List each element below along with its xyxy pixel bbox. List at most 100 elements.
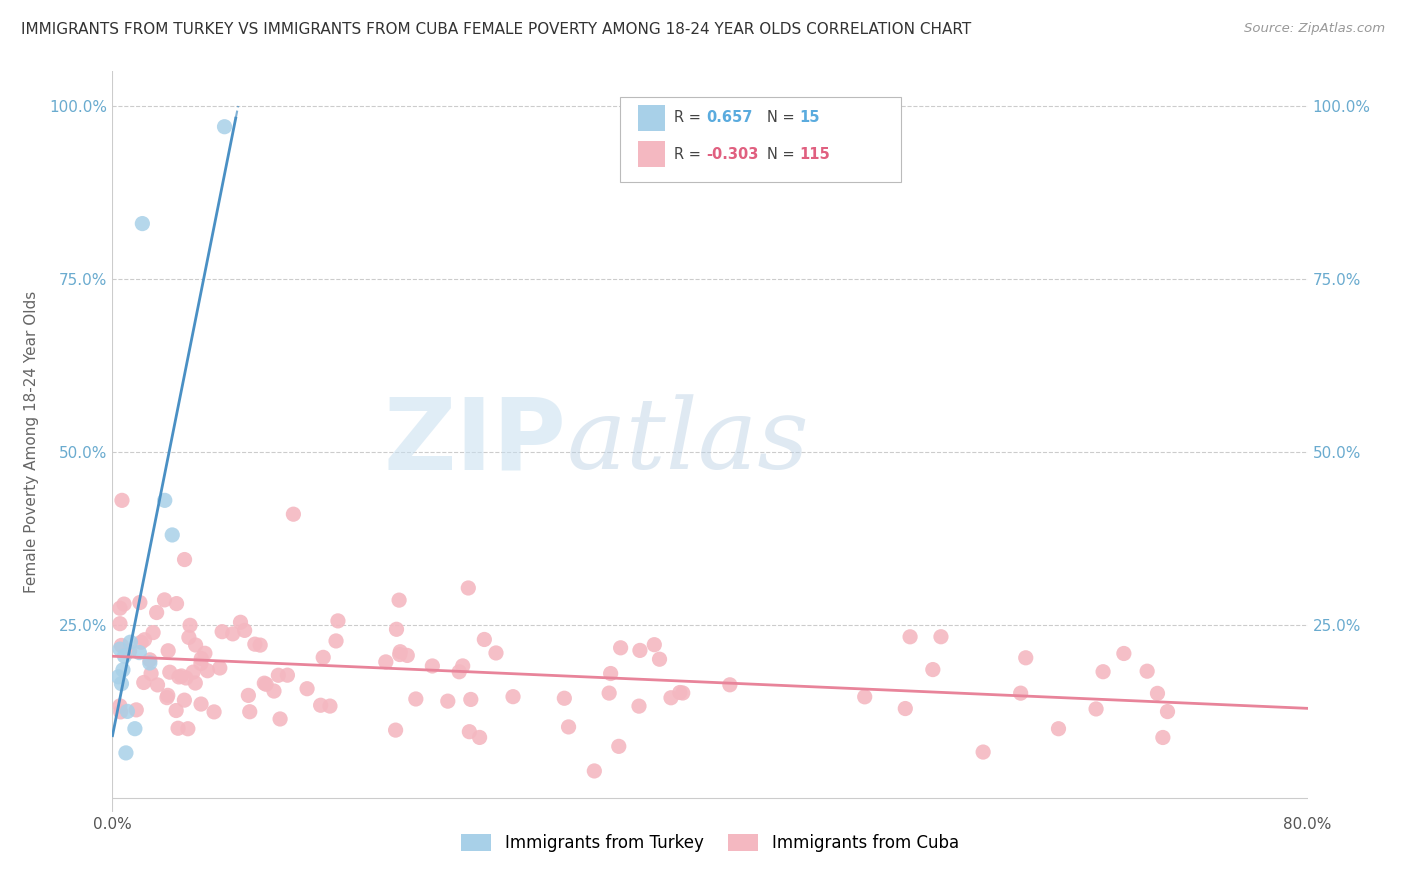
Point (157, 644, 180, 658)
Text: N =: N = (768, 146, 794, 161)
Point (174, 671, 197, 685)
Point (110, 676, 132, 690)
Point (139, 666, 162, 681)
Text: 0.657: 0.657 (706, 110, 752, 125)
Point (208, 661, 231, 675)
Point (283, 507, 305, 521)
Point (184, 676, 207, 690)
Point (1112, 647, 1135, 661)
Point (921, 663, 943, 677)
Point (468, 731, 491, 745)
Point (159, 665, 181, 680)
Point (553, 691, 575, 706)
Point (165, 704, 187, 718)
Point (111, 663, 134, 677)
Point (1047, 722, 1070, 736)
Point (118, 644, 141, 658)
Point (117, 705, 139, 719)
Point (190, 697, 212, 711)
Point (167, 670, 190, 684)
Point (648, 652, 671, 666)
Point (396, 648, 419, 663)
Point (929, 630, 952, 644)
FancyBboxPatch shape (638, 104, 665, 130)
Point (156, 689, 179, 703)
Point (319, 699, 342, 714)
Point (181, 665, 204, 679)
Point (132, 675, 155, 690)
Point (108, 642, 131, 657)
Point (114, 648, 135, 663)
Point (1136, 664, 1159, 678)
Point (672, 686, 695, 700)
FancyBboxPatch shape (620, 97, 901, 183)
Point (254, 677, 277, 691)
Y-axis label: Female Poverty Among 18-24 Year Olds: Female Poverty Among 18-24 Year Olds (24, 291, 38, 592)
Point (253, 676, 276, 690)
Point (557, 720, 579, 734)
Point (111, 493, 134, 508)
Point (194, 646, 217, 660)
Point (107, 670, 129, 684)
Point (162, 528, 183, 542)
Point (153, 593, 176, 607)
Point (108, 601, 131, 615)
Point (607, 739, 630, 754)
Point (384, 723, 406, 738)
Point (853, 690, 876, 704)
Point (222, 627, 245, 641)
Point (134, 632, 156, 647)
Point (112, 597, 135, 611)
Legend: Immigrants from Turkey, Immigrants from Cuba: Immigrants from Turkey, Immigrants from … (454, 828, 966, 859)
Point (243, 637, 266, 651)
Text: ZIP: ZIP (384, 393, 567, 490)
Text: N =: N = (768, 110, 794, 125)
Point (458, 724, 481, 739)
Point (267, 668, 290, 682)
Point (128, 595, 150, 609)
Point (153, 493, 176, 508)
Point (211, 624, 233, 639)
Point (120, 635, 142, 649)
Point (583, 764, 606, 778)
Point (422, 659, 444, 673)
Point (388, 593, 411, 607)
Text: 115: 115 (800, 146, 831, 161)
Point (643, 638, 665, 652)
Point (173, 552, 195, 566)
Point (1010, 686, 1032, 700)
Point (472, 632, 495, 647)
Point (405, 692, 427, 706)
Point (269, 712, 291, 726)
Point (145, 606, 167, 620)
Point (263, 684, 285, 698)
Point (309, 698, 332, 713)
Point (374, 655, 396, 669)
Point (139, 653, 162, 667)
Point (108, 616, 131, 631)
Point (139, 656, 162, 670)
Point (190, 657, 212, 671)
Point (238, 689, 260, 703)
Point (1156, 705, 1178, 719)
Point (449, 665, 471, 679)
Point (125, 703, 148, 717)
Text: 15: 15 (800, 110, 820, 125)
Point (485, 646, 508, 660)
Text: Source: ZipAtlas.com: Source: ZipAtlas.com (1244, 22, 1385, 36)
Text: R =: R = (675, 110, 702, 125)
Point (502, 690, 524, 704)
Point (146, 678, 169, 692)
Point (436, 694, 458, 708)
Point (128, 646, 150, 660)
Point (142, 625, 165, 640)
Point (202, 705, 225, 719)
Point (249, 638, 271, 652)
Point (167, 721, 190, 735)
Point (184, 638, 207, 652)
Point (312, 650, 335, 665)
Point (609, 640, 631, 655)
Point (894, 701, 917, 715)
Point (124, 722, 146, 736)
Point (233, 624, 256, 638)
